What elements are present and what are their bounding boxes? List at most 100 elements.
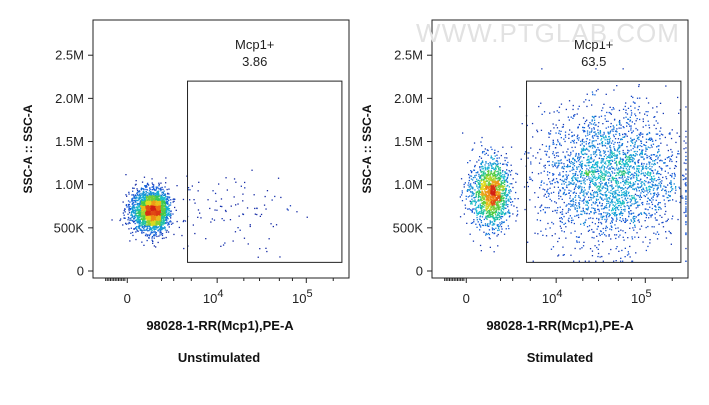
event-point xyxy=(572,167,573,168)
event-point xyxy=(674,174,675,175)
event-point xyxy=(683,179,684,180)
event-point xyxy=(132,217,133,218)
event-point xyxy=(290,205,291,206)
event-point xyxy=(167,215,168,216)
event-point xyxy=(505,192,506,193)
event-point xyxy=(136,210,137,211)
event-point xyxy=(473,208,474,209)
event-point xyxy=(188,187,189,188)
event-point xyxy=(126,196,127,197)
event-point xyxy=(145,189,146,190)
event-point xyxy=(500,172,501,173)
event-point xyxy=(607,166,608,167)
event-point xyxy=(485,206,486,207)
event-point xyxy=(244,187,245,188)
event-point xyxy=(141,188,142,189)
event-point xyxy=(609,204,610,205)
event-point xyxy=(468,185,469,186)
event-point xyxy=(489,229,490,230)
event-point xyxy=(166,232,167,233)
event-point xyxy=(604,174,605,175)
event-point xyxy=(160,217,161,218)
event-point xyxy=(462,200,463,201)
event-point xyxy=(629,213,630,214)
event-point xyxy=(215,193,216,194)
event-point xyxy=(492,227,493,228)
event-point xyxy=(482,161,483,162)
event-point xyxy=(601,110,602,111)
event-point xyxy=(606,112,607,113)
event-point xyxy=(629,126,630,127)
event-point xyxy=(484,189,485,190)
event-point xyxy=(477,171,478,172)
event-point xyxy=(148,211,149,212)
event-point xyxy=(159,224,160,225)
event-point xyxy=(662,177,663,178)
event-point xyxy=(170,204,171,205)
event-point xyxy=(494,194,495,195)
event-point xyxy=(466,223,467,224)
event-point xyxy=(594,208,595,209)
event-point xyxy=(511,183,512,184)
event-point xyxy=(497,158,498,159)
event-point xyxy=(503,186,504,187)
event-point xyxy=(205,238,206,239)
event-point xyxy=(549,181,550,182)
event-point xyxy=(158,194,159,195)
event-point xyxy=(267,190,268,191)
event-point xyxy=(223,220,224,221)
event-point xyxy=(129,220,130,221)
event-point xyxy=(136,196,137,197)
event-point xyxy=(485,169,486,170)
event-point xyxy=(508,190,509,191)
event-point xyxy=(570,215,571,216)
event-point xyxy=(471,178,472,179)
event-point xyxy=(592,255,593,256)
event-point xyxy=(128,228,129,229)
event-point xyxy=(658,234,659,235)
event-point xyxy=(620,261,621,262)
event-point xyxy=(568,220,569,221)
event-point xyxy=(621,209,622,210)
event-point xyxy=(135,204,136,205)
event-point xyxy=(499,200,500,201)
event-point xyxy=(481,175,482,176)
event-point xyxy=(166,237,167,238)
event-point xyxy=(176,210,177,211)
event-point xyxy=(485,162,486,163)
event-point xyxy=(644,185,645,186)
event-point xyxy=(653,233,654,234)
event-point xyxy=(129,201,130,202)
event-point xyxy=(152,243,153,244)
event-point xyxy=(551,249,552,250)
event-point xyxy=(535,157,536,158)
event-point xyxy=(487,202,488,203)
event-point xyxy=(508,201,509,202)
event-point xyxy=(614,194,615,195)
event-point xyxy=(492,181,493,182)
event-point xyxy=(494,229,495,230)
event-point xyxy=(274,196,275,197)
event-point xyxy=(227,189,228,190)
event-point xyxy=(157,196,158,197)
event-point xyxy=(669,168,670,169)
event-point xyxy=(279,256,280,257)
event-point xyxy=(631,236,632,237)
event-point xyxy=(181,235,182,236)
event-point xyxy=(476,161,477,162)
event-point xyxy=(165,223,166,224)
event-point xyxy=(494,233,495,234)
event-point xyxy=(606,128,607,129)
event-point xyxy=(485,193,486,194)
event-point xyxy=(495,186,496,187)
event-point xyxy=(476,179,477,180)
event-point xyxy=(145,205,146,206)
event-point xyxy=(507,162,508,163)
event-point xyxy=(645,196,646,197)
event-point xyxy=(625,248,626,249)
event-point xyxy=(618,236,619,237)
event-point xyxy=(609,141,610,142)
event-point xyxy=(479,224,480,225)
event-point xyxy=(477,180,478,181)
event-point xyxy=(161,229,162,230)
